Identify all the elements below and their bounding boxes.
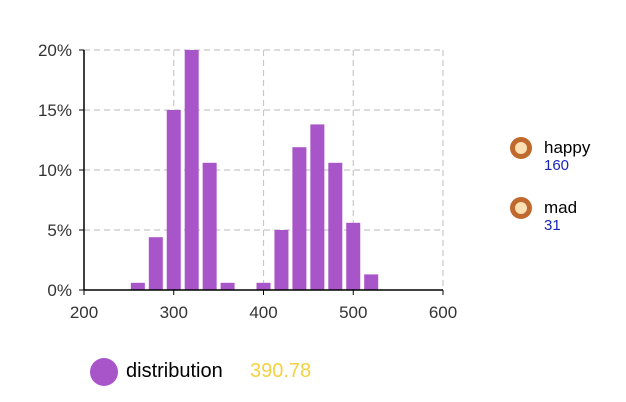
grid-lines (84, 49, 444, 290)
side-legend-value: 31 (544, 217, 561, 234)
histogram-bar (310, 124, 325, 291)
histogram-bar (148, 237, 163, 290)
distribution-value: 390.78 (250, 360, 312, 382)
histogram-bar (256, 282, 271, 290)
side-legend-item-mad[interactable]: mad 31 (510, 197, 620, 247)
histogram-bar (274, 230, 289, 290)
x-tick-label: 500 (339, 303, 367, 322)
side-legend-value: 160 (544, 157, 570, 174)
y-tick-label: 5% (47, 221, 72, 240)
x-tick-label: 600 (429, 303, 457, 322)
x-tick-label: 200 (70, 303, 98, 322)
y-tick-label: 10% (38, 161, 72, 180)
ring-marker-icon (510, 137, 532, 159)
ring-marker-icon (510, 197, 532, 219)
y-tick-label: 15% (38, 101, 72, 120)
histogram-bar (166, 110, 181, 290)
histogram-bar (220, 282, 235, 290)
y-tick-label: 20% (38, 41, 72, 60)
histogram-bar (130, 282, 145, 290)
histogram-bar (184, 50, 199, 290)
side-legend-name: mad (544, 198, 578, 217)
tick-labels: 0% 5% 10% 15% 20% 200 300 400 500 600 (38, 41, 457, 322)
x-tick-label: 400 (249, 303, 277, 322)
bars (130, 50, 379, 291)
distribution-label: distribution (126, 360, 223, 382)
histogram-bar (364, 274, 379, 290)
side-legend-item-happy[interactable]: happy 160 (510, 137, 620, 187)
histogram-bar (328, 162, 343, 290)
axes (79, 49, 444, 295)
histogram-bar (202, 162, 217, 290)
histogram-bar (292, 147, 307, 290)
side-legend-name: happy (544, 138, 591, 157)
y-tick-label: 0% (47, 281, 72, 300)
histogram-bar (346, 222, 361, 290)
distribution-swatch-icon (90, 358, 118, 386)
x-tick-label: 300 (160, 303, 188, 322)
